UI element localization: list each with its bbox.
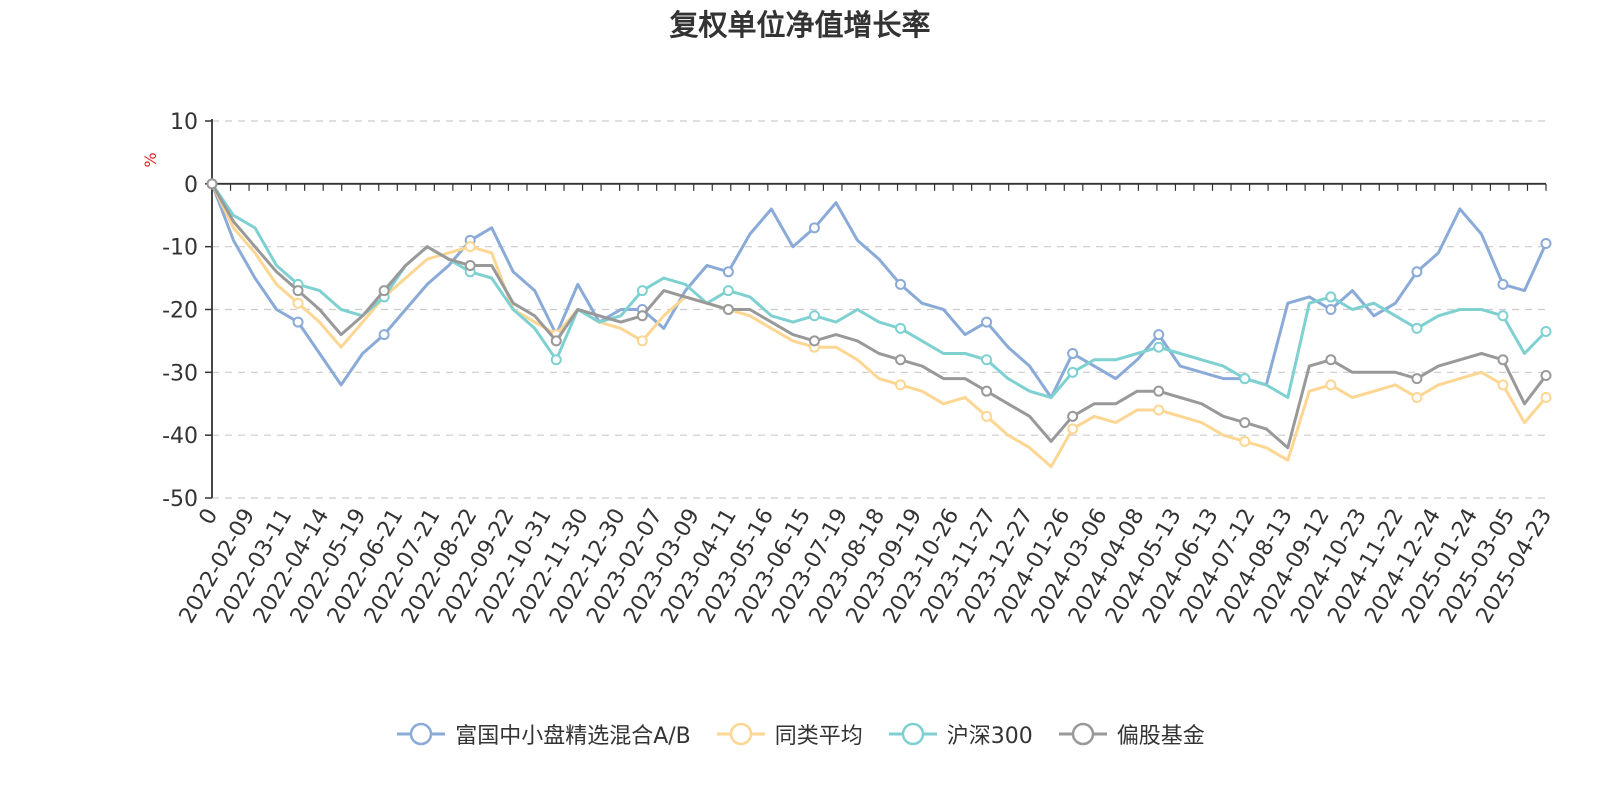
legend-item[interactable]: 沪深300 [887, 718, 1033, 750]
chart-title: 复权单位净值增长率 [669, 8, 931, 42]
series-point [1067, 366, 1079, 378]
legend-label: 同类平均 [774, 724, 863, 749]
series-point [1067, 347, 1079, 359]
series-point [550, 335, 562, 347]
series-point [1497, 379, 1509, 391]
grid-layer [212, 120, 1546, 499]
legend-item[interactable]: 偏股基金 [1057, 718, 1205, 750]
series-point [292, 285, 304, 297]
series-point [1411, 266, 1423, 278]
series-point [1497, 310, 1509, 322]
series-point [722, 285, 734, 297]
series-point [1540, 369, 1552, 381]
y-tick-label: -20 [162, 299, 198, 324]
series-point [636, 310, 648, 322]
y-tick-label: -10 [162, 236, 198, 261]
series-point [895, 379, 907, 391]
series-point [895, 354, 907, 366]
legend: 富国中小盘精选混合A/B 同类平均 沪深300 偏股基金 [0, 718, 1600, 750]
y-tick-label: 10 [170, 110, 198, 135]
series-point [464, 241, 476, 253]
series-point [895, 322, 907, 334]
series-line-2 [210, 182, 1548, 399]
series-point [808, 222, 820, 234]
series-point [1153, 385, 1165, 397]
y-tick-label: -40 [162, 424, 198, 449]
y-axis-unit: % [141, 152, 160, 167]
series-point [464, 260, 476, 272]
legend-item[interactable]: 富国中小盘精选混合A/B [395, 718, 691, 750]
series-line-0 [210, 183, 1548, 399]
series-point [1497, 278, 1509, 290]
series-point [636, 285, 648, 297]
series-point [1153, 341, 1165, 353]
series-point [1497, 354, 1509, 366]
series-point [722, 304, 734, 315]
legend-label: 偏股基金 [1116, 724, 1205, 749]
series-point [1325, 304, 1337, 315]
series-line-3 [210, 183, 1548, 450]
series-point [292, 316, 304, 328]
legend-swatch-icon [1058, 722, 1107, 746]
series-point [1325, 291, 1337, 303]
series-point [378, 285, 390, 297]
y-tick-label: -50 [162, 487, 198, 512]
series-point [378, 329, 390, 341]
x-tick-label: 0 [195, 505, 224, 530]
y-tick-label: -30 [162, 361, 198, 386]
legend-swatch-icon [888, 722, 937, 746]
series-point [981, 385, 993, 397]
series-point [808, 335, 820, 347]
legend-item[interactable]: 同类平均 [715, 718, 863, 750]
series-point [1411, 391, 1423, 403]
legend-label: 富国中小盘精选混合A/B [455, 724, 691, 749]
y-tick-label: 0 [184, 173, 198, 198]
series-point [1239, 373, 1251, 385]
series-point [206, 178, 218, 190]
series-point [1411, 373, 1423, 385]
series-point [981, 410, 993, 422]
series-point [1540, 325, 1552, 337]
series-point [1067, 423, 1079, 435]
series-point [1153, 329, 1165, 341]
series-point [808, 310, 820, 322]
series-point [1540, 391, 1552, 403]
series-point [292, 297, 304, 309]
series-line-1 [210, 183, 1548, 469]
series-point [1239, 435, 1251, 447]
series-point [1067, 410, 1079, 422]
legend-swatch-icon [716, 722, 765, 746]
series-point [1325, 379, 1337, 391]
series-point [895, 278, 907, 290]
legend-swatch-icon [397, 722, 446, 746]
series-point [1153, 404, 1165, 416]
series-point [1239, 417, 1251, 429]
series-point [981, 316, 993, 328]
series-point [1540, 238, 1552, 250]
series-point [1325, 354, 1337, 366]
legend-label: 沪深300 [946, 724, 1033, 749]
series-layer [206, 178, 1552, 469]
series-point [550, 354, 562, 366]
series-point [1411, 322, 1423, 334]
series-point [636, 335, 648, 347]
series-point [981, 354, 993, 366]
series-point [722, 266, 734, 278]
